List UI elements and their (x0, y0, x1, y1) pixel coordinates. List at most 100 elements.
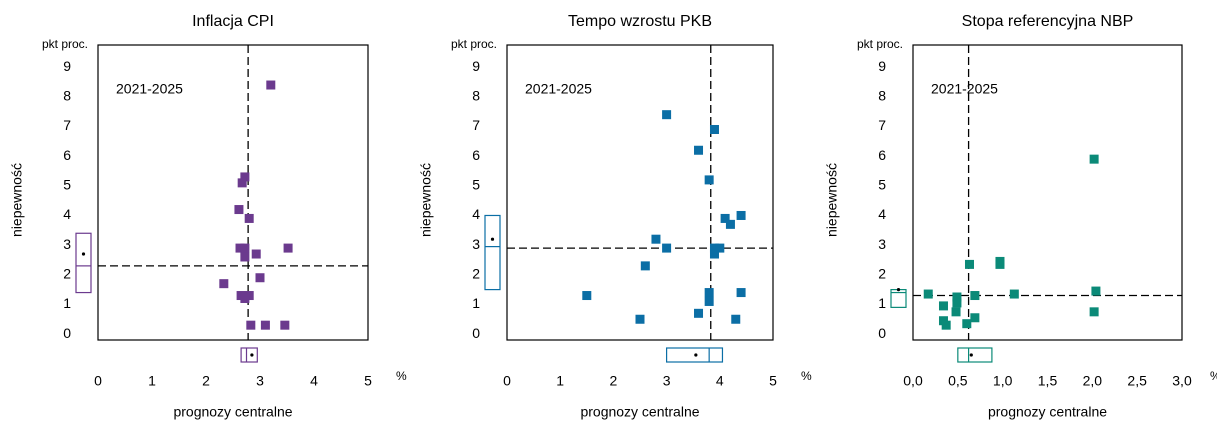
point (995, 259, 1005, 269)
x-tick-label: 1,5 (1038, 373, 1058, 389)
box-y-mean (896, 287, 901, 292)
point (736, 288, 746, 298)
x-unit: % (801, 369, 812, 383)
x-tick-label: 5 (364, 373, 372, 389)
plot-frame (97, 44, 369, 341)
y-tick-label: 9 (472, 58, 480, 74)
y-tick-label: 7 (63, 117, 71, 133)
point (731, 314, 741, 324)
y-tick-label: 2 (472, 265, 480, 281)
y-tick-label: 8 (878, 88, 886, 104)
point (240, 293, 250, 303)
x-unit: % (396, 369, 407, 383)
box-x (665, 347, 724, 363)
point (246, 320, 256, 330)
point (941, 320, 951, 330)
box-x (957, 347, 993, 363)
panel-title: Tempo wzrostu PKB (568, 13, 712, 30)
point (704, 288, 714, 298)
point (709, 249, 719, 259)
y-tick-label: 3 (63, 236, 71, 252)
box-y-mean (490, 237, 495, 241)
point (251, 249, 261, 259)
point (1089, 154, 1099, 164)
x-tick-label: 4 (310, 373, 318, 389)
box-y-mean (81, 252, 86, 256)
x-tick-label: 1,0 (993, 373, 1013, 389)
box-x (240, 347, 258, 363)
point (725, 219, 735, 229)
y-unit: pkt proc. (857, 37, 903, 51)
point (964, 259, 974, 269)
y-tick-label: 6 (472, 147, 480, 163)
point (283, 243, 293, 253)
point (952, 292, 962, 302)
point (240, 172, 250, 182)
point (662, 243, 672, 253)
point (923, 289, 933, 299)
y-tick-label: 1 (878, 295, 886, 311)
point (235, 243, 245, 253)
x-tick-label: 1 (556, 373, 564, 389)
period-label: 2021-2025 (931, 81, 998, 97)
point (938, 301, 948, 311)
point (662, 110, 672, 120)
y-tick-label: 5 (472, 177, 480, 193)
x-tick-label: 5 (769, 373, 777, 389)
point (255, 273, 265, 283)
y-tick-label: 5 (63, 177, 71, 193)
x-tick-label: 0,5 (948, 373, 968, 389)
y-tick-label: 0 (472, 325, 480, 341)
y-tick-label: 0 (878, 325, 886, 341)
y-tick-label: 9 (878, 58, 886, 74)
period-label: 2021-2025 (116, 81, 183, 97)
y-tick-label: 9 (63, 58, 71, 74)
y-tick-label: 1 (472, 295, 480, 311)
y-tick-label: 4 (63, 206, 71, 222)
point (240, 252, 250, 262)
point (635, 314, 645, 324)
point (736, 210, 746, 220)
point (1091, 286, 1101, 296)
x-unit: % (1210, 369, 1217, 383)
point (640, 261, 650, 271)
y-unit: pkt proc. (42, 37, 88, 51)
box-x-mean (969, 353, 973, 357)
x-axis-title: prognozy centralne (580, 404, 699, 420)
box-x-mean (250, 353, 254, 357)
y-tick-label: 1 (63, 295, 71, 311)
y-tick-label: 2 (63, 265, 71, 281)
x-tick-label: 2,5 (1127, 373, 1147, 389)
point (951, 307, 961, 317)
point (704, 175, 714, 185)
point (970, 313, 980, 323)
y-tick-label: 5 (878, 177, 886, 193)
x-tick-label: 0 (94, 373, 102, 389)
y-tick-label: 0 (63, 325, 71, 341)
point (709, 243, 719, 253)
point (219, 279, 229, 289)
point (694, 145, 704, 155)
point (1089, 307, 1099, 317)
point (260, 320, 270, 330)
plot-frame (506, 44, 774, 341)
x-tick-label: 2,0 (1083, 373, 1103, 389)
y-axis-title: niepewność (824, 163, 840, 237)
y-tick-label: 7 (878, 117, 886, 133)
y-tick-label: 3 (472, 236, 480, 252)
point (240, 243, 250, 253)
x-axis-title: prognozy centralne (173, 404, 292, 420)
point (962, 319, 972, 329)
plot-frame (912, 44, 1183, 341)
y-tick-label: 8 (472, 88, 480, 104)
point (970, 291, 980, 301)
box-y (75, 232, 92, 294)
x-tick-label: 3,0 (1172, 373, 1192, 389)
x-tick-label: 1 (148, 373, 156, 389)
point (715, 243, 725, 253)
point (694, 308, 704, 318)
y-tick-label: 3 (878, 236, 886, 252)
x-tick-label: 0 (503, 373, 511, 389)
point (234, 205, 244, 215)
point (952, 298, 962, 308)
